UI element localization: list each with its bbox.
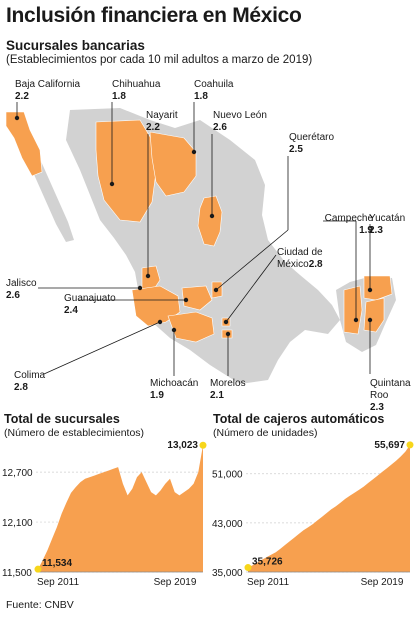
state-coahuila: [149, 131, 197, 197]
label-campeche: Campeche 1.9: [324, 213, 373, 236]
chart2-end-label: 55,697: [374, 440, 405, 451]
label-baja-california: Baja California 2.2: [15, 79, 81, 102]
state-yucatan: [363, 275, 393, 301]
chart2-start-marker: [244, 564, 252, 572]
label-jalisco: Jalisco 2.6: [6, 278, 37, 301]
label-chihuahua: Chihuahua 1.8: [112, 79, 161, 102]
label-quintana-roo: Quintana Roo 2.3: [370, 378, 411, 413]
chart1-xtick-label: Sep 2011: [37, 577, 80, 588]
chart2-start-label: 35,726: [252, 557, 283, 568]
chart2-ytick-label: 35,000: [212, 568, 243, 579]
chart1-end-marker: [199, 441, 207, 449]
mexico-map: [5, 102, 396, 384]
state-nuevo-leon: [197, 195, 223, 247]
label-guanajuato: Guanajuato 2.4: [64, 293, 116, 316]
chart1-end-label: 13,023: [167, 440, 198, 451]
chart1-title: Total de sucursales: [4, 412, 120, 426]
state-michoacan: [167, 311, 215, 343]
state-campeche: [343, 285, 363, 335]
label-nuevo-leon: Nuevo León 2.6: [213, 110, 267, 133]
source-note: Fuente: CNBV: [6, 599, 74, 611]
chart1-area: [38, 445, 203, 572]
label-nayarit: Nayarit 2.2: [146, 110, 178, 133]
chart1-xtick-label: Sep 2019: [154, 577, 197, 588]
chart1-start-label: 11,534: [42, 558, 72, 569]
page-title: Inclusión financiera en México: [6, 4, 302, 27]
map-subtitle: Sucursales bancarias: [6, 38, 145, 53]
chart2-end-marker: [406, 441, 414, 449]
chart2-ytick-label: 43,000: [212, 519, 243, 530]
label-queretaro: Querétaro 2.5: [289, 132, 335, 155]
chart2-ytick-label: 51,000: [212, 470, 243, 481]
chart1-ytick-label: 11,500: [2, 568, 32, 579]
chart2-subtitle: (Número de unidades): [213, 427, 318, 439]
label-coahuila: Coahuila 1.8: [194, 79, 234, 102]
chart1-start-marker: [34, 565, 42, 573]
label-yucatan: Yucatán 2.3: [369, 213, 406, 236]
state-baja-california: [5, 111, 43, 177]
state-nayarit: [141, 265, 161, 293]
state-guanajuato: [181, 285, 213, 311]
chart2-xtick-label: Sep 2019: [361, 577, 404, 588]
label-colima: Colima 2.8: [14, 370, 46, 393]
chart1-subtitle: (Número de establecimientos): [4, 427, 145, 439]
label-morelos: Morelos 2.1: [210, 378, 246, 401]
label-michoacan: Michoacán 1.9: [150, 378, 199, 401]
label-cdmx: Ciudad de México2.8: [277, 247, 323, 270]
map-note: (Establecimientos por cada 10 mil adulto…: [6, 54, 313, 66]
chart1-ytick-label: 12,700: [2, 468, 33, 479]
chart2-area: [248, 444, 410, 572]
state-chihuahua: [95, 119, 157, 223]
chart2-title: Total de cajeros automáticos: [213, 412, 385, 426]
chart2-xtick-label: Sep 2011: [247, 577, 290, 588]
chart1-ytick-label: 12,100: [2, 518, 33, 529]
state-quintana-roo: [363, 297, 385, 333]
